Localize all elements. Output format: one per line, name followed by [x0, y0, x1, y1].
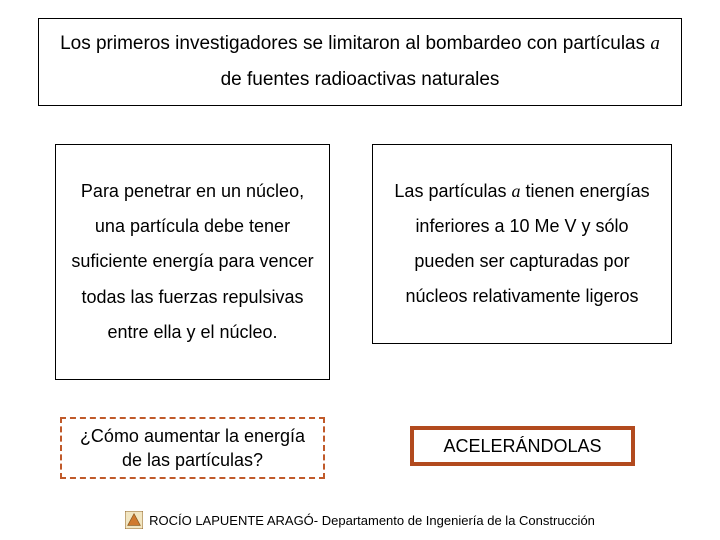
- logo-icon: [125, 511, 143, 529]
- intro-box: Los primeros investigadores se limitaron…: [38, 18, 682, 106]
- left-explanation-box: Para penetrar en un núcleo, una partícul…: [55, 144, 330, 380]
- intro-text: Los primeros investigadores se limitaron…: [55, 26, 665, 98]
- right-explanation-text: Las partículas a tienen energías inferio…: [385, 174, 659, 314]
- question-text: ¿Cómo aumentar la energía de las partícu…: [72, 424, 313, 473]
- right-explanation-box: Las partículas a tienen energías inferio…: [372, 144, 672, 344]
- question-box: ¿Cómo aumentar la energía de las partícu…: [60, 417, 325, 479]
- answer-text: ACELERÁNDOLAS: [443, 436, 601, 457]
- footer: ROCÍO LAPUENTE ARAGÓ- Departamento de In…: [0, 511, 720, 532]
- footer-text: ROCÍO LAPUENTE ARAGÓ- Departamento de In…: [149, 513, 595, 528]
- left-explanation-text: Para penetrar en un núcleo, una partícul…: [68, 174, 317, 349]
- answer-box: ACELERÁNDOLAS: [410, 426, 635, 466]
